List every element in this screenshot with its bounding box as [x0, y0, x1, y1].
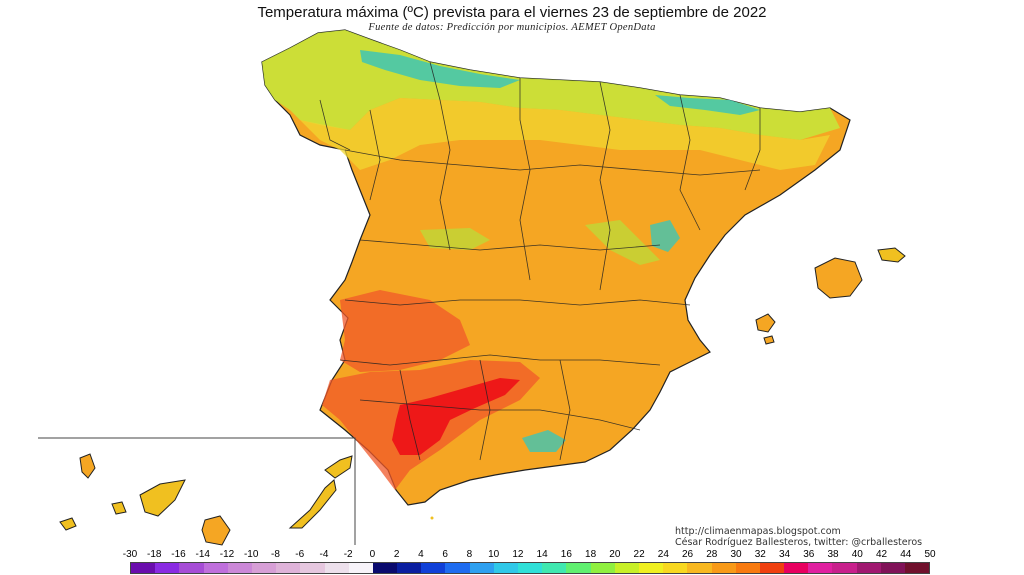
fuerteventura-island	[288, 479, 337, 529]
credit-url: http://climaenmapas.blogspot.com	[675, 526, 841, 537]
sierra-nevada-cold-patch	[522, 430, 566, 452]
color-legend: -30 -18 -16 -14 -12 -10 -8 -6 -4 -2 0 2 4 6 8 10 12 14 16 1…	[0, 548, 1024, 575]
legend-swatch	[300, 563, 325, 573]
legend-tick-label: -12	[219, 549, 235, 560]
map-title: Temperatura máxima (ºC) prevista para el…	[257, 4, 767, 21]
legend-swatch	[832, 563, 857, 573]
legend-swatch	[421, 563, 446, 573]
legend-tick-label: 16	[560, 549, 572, 560]
guadalquivir-extreme-zone	[392, 378, 520, 455]
ibiza-island	[755, 313, 776, 333]
legend-tick-label: 30	[730, 549, 742, 560]
legend-swatch	[203, 563, 228, 573]
legend-swatch	[590, 563, 615, 573]
alboran-dot	[430, 516, 434, 520]
legend-swatch	[251, 563, 277, 573]
legend-tick-label: 42	[875, 549, 888, 560]
legend-swatch	[131, 563, 156, 573]
legend-swatch	[445, 563, 470, 573]
legend-labels: -30 -18 -16 -14 -12 -10 -8 -6 -4 -2 0 2 4 6 8 10 12 14 16 1…	[0, 548, 1024, 562]
legend-tick-label: 22	[633, 549, 645, 560]
legend-tick-label: 20	[609, 549, 621, 560]
legend-swatch	[155, 563, 180, 573]
legend-tick-label: 0	[369, 549, 376, 560]
iberian-cold-patch	[650, 220, 680, 252]
credit-author: César Rodríguez Ballesteros, twitter: @c…	[675, 537, 923, 548]
legend-swatch	[276, 563, 301, 573]
legend-tick-label: 18	[585, 549, 597, 560]
legend-swatch	[469, 563, 494, 573]
legend-swatch	[397, 563, 422, 573]
legend-tick-label: -4	[319, 549, 329, 560]
legend-swatch	[880, 563, 905, 573]
legend-tick-label: -2	[343, 549, 353, 560]
la-palma-island	[79, 453, 96, 479]
legend-tick-label: -14	[195, 549, 210, 560]
lanzarote-island	[324, 455, 353, 479]
legend-swatch	[324, 563, 349, 573]
la-gomera-island	[111, 501, 127, 515]
legend-swatch	[372, 563, 398, 573]
central-green-patch	[420, 228, 490, 250]
legend-swatch	[542, 563, 567, 573]
legend-swatch	[808, 563, 833, 573]
legend-tick-label: 28	[706, 549, 718, 560]
gran-canaria-island	[201, 515, 231, 546]
southwest-hot-zone	[340, 290, 470, 372]
legend-tick-label: 10	[488, 549, 500, 560]
legend-swatch	[518, 563, 543, 573]
legend-swatch	[687, 563, 712, 573]
legend-tick-label: -18	[147, 549, 162, 560]
legend-color-bar	[130, 562, 930, 574]
province-borders	[319, 61, 761, 461]
legend-swatch	[614, 563, 639, 573]
legend-swatch	[638, 563, 664, 573]
legend-tick-label: 34	[778, 549, 791, 560]
legend-tick-label: -8	[271, 549, 280, 560]
legend-swatch	[663, 563, 688, 573]
legend-tick-label: -6	[295, 549, 305, 560]
legend-swatch	[759, 563, 785, 573]
legend-swatch	[784, 563, 809, 573]
map-credits: http://climaenmapas.blogspot.com César R…	[675, 526, 922, 548]
east-green-patch	[585, 220, 660, 265]
legend-tick-label: 12	[512, 549, 524, 560]
legend-tick-label: 38	[827, 549, 839, 560]
legend-tick-label: 6	[442, 549, 448, 560]
legend-tick-label: 44	[900, 549, 912, 560]
tenerife-island	[139, 479, 186, 517]
legend-tick-label: 26	[682, 549, 694, 560]
legend-tick-label: 32	[754, 549, 766, 560]
legend-swatch	[179, 563, 204, 573]
legend-tick-label: 4	[418, 549, 424, 560]
map-subtitle: Fuente de datos: Predicción por municipi…	[368, 22, 656, 33]
north-mild-zone	[300, 98, 830, 170]
legend-swatch	[348, 563, 373, 573]
legend-swatch	[493, 563, 518, 573]
cantabrian-cold-strip	[360, 50, 520, 88]
legend-tick-label: 2	[393, 549, 400, 560]
legend-swatch	[905, 563, 930, 573]
legend-tick-label: -10	[243, 549, 259, 560]
legend-tick-label: 50	[924, 549, 936, 560]
legend-tick-label: 24	[657, 549, 669, 560]
legend-swatch	[856, 563, 881, 573]
legend-tick-label: 36	[803, 549, 815, 560]
legend-tick-label: 40	[851, 549, 863, 560]
formentera-island	[763, 335, 775, 345]
legend-swatch	[227, 563, 252, 573]
canary-inset-frame	[38, 437, 356, 545]
legend-swatch	[735, 563, 760, 573]
menorca-island	[877, 247, 906, 263]
legend-tick-label: -16	[171, 549, 186, 560]
legend-tick-label: 14	[536, 549, 548, 560]
legend-tick-label: 8	[466, 549, 473, 560]
el-hierro-island	[59, 517, 77, 531]
legend-tick-label: -30	[122, 549, 138, 560]
legend-swatch	[566, 563, 591, 573]
legend-swatch	[711, 563, 736, 573]
mallorca-island	[814, 257, 863, 299]
